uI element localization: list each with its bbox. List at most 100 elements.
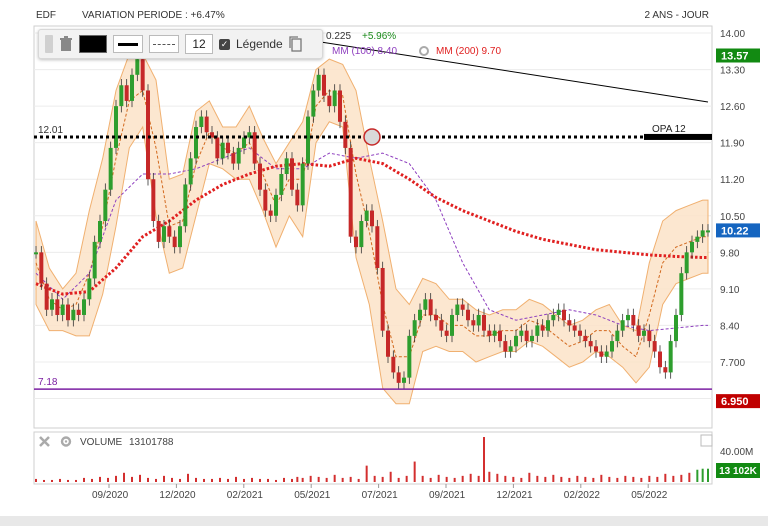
- candle: [578, 330, 582, 336]
- volume-panel: [33, 431, 713, 485]
- y-axis: 14.00 13.30 12.60 11.90 11.20 10.50 9.80 9.10 8.…: [720, 29, 745, 405]
- trendline-segment[interactable]: [262, 32, 709, 103]
- volume-bar: [680, 474, 683, 482]
- legend-label: Légende: [236, 37, 283, 51]
- volume-bar: [171, 477, 173, 482]
- candle: [418, 309, 422, 321]
- volume-bar: [528, 472, 531, 482]
- volume-bar: [469, 473, 472, 482]
- volume-bar: [592, 477, 595, 482]
- candle: [567, 320, 572, 326]
- line-width-input[interactable]: 12: [185, 34, 213, 54]
- horizontal-lines[interactable]: 12.01 7.18 OPA 12: [34, 124, 712, 390]
- volume-bar: [91, 478, 93, 482]
- candle: [695, 236, 700, 242]
- candle: [274, 194, 278, 216]
- volume-bar: [461, 475, 464, 482]
- opa-box: [644, 133, 712, 140]
- candle: [236, 147, 241, 164]
- volume-bar: [632, 476, 635, 482]
- candle: [162, 226, 166, 242]
- x-tick-label: 12/2021: [496, 490, 533, 501]
- candle: [700, 230, 705, 237]
- trendline[interactable]: [262, 32, 709, 103]
- line-value-label: 12.01: [38, 125, 63, 136]
- candle: [460, 304, 465, 310]
- x-tick-label: 02/2022: [564, 490, 601, 501]
- candle: [530, 335, 534, 342]
- drag-handle-icon[interactable]: [45, 35, 53, 53]
- line-style-dashed[interactable]: [149, 35, 179, 53]
- candle: [178, 226, 182, 248]
- y-tick-label: 9.10: [720, 285, 740, 296]
- volume-bar: [283, 477, 285, 482]
- price-candles: [34, 52, 710, 390]
- candle: [103, 189, 108, 221]
- y-tick-label: 8.40: [720, 321, 740, 332]
- volume-bar: [291, 478, 293, 482]
- candle: [370, 210, 374, 227]
- volume-bar: [701, 468, 704, 482]
- volume-bar: [453, 477, 456, 482]
- candle: [412, 320, 417, 336]
- x-axis: 09/2020 12/2020 02/2021 05/2021 07/2021 09/20…: [92, 484, 668, 501]
- gear-icon[interactable]: [60, 436, 72, 447]
- candle: [82, 299, 86, 315]
- volume-bar: [512, 476, 515, 482]
- drawing-toolbar: 12 ✓ Légende: [38, 29, 323, 59]
- candle: [204, 116, 209, 133]
- volume-bar: [640, 477, 643, 482]
- y-tick-label: 7.700: [720, 358, 745, 369]
- solid-line-icon: [118, 42, 138, 46]
- volume-bar: [203, 478, 205, 482]
- candle: [194, 127, 198, 159]
- legend-checkbox[interactable]: ✓: [219, 38, 230, 50]
- line-style-solid[interactable]: [113, 35, 143, 53]
- line-drag-handle[interactable]: [363, 128, 381, 146]
- volume-bar: [373, 475, 376, 482]
- x-tick-label: 02/2021: [227, 490, 264, 501]
- price-badge-label: 10.22: [721, 225, 749, 237]
- color-picker[interactable]: [79, 35, 107, 53]
- candle: [668, 341, 673, 373]
- price-badge: [716, 394, 760, 409]
- gear-icon[interactable]: [419, 46, 429, 56]
- volume-bar: [584, 476, 587, 482]
- volume-bar: [381, 476, 384, 482]
- volume-bar: [107, 477, 109, 482]
- period-label[interactable]: 2 ANS - JOUR: [645, 10, 709, 21]
- candle: [423, 299, 428, 310]
- moving-averages: [35, 147, 708, 332]
- close-icon[interactable]: [39, 436, 50, 447]
- candle: [108, 147, 113, 190]
- y-tick-label: 13.30: [720, 66, 745, 77]
- candle: [482, 314, 486, 331]
- candle: [524, 330, 529, 342]
- candle: [39, 252, 44, 284]
- volume-bar: [123, 472, 125, 482]
- volume-bar: [155, 478, 157, 482]
- candle: [284, 158, 289, 175]
- copy-icon[interactable]: [289, 36, 303, 52]
- volume-bar: [235, 476, 237, 482]
- candle: [34, 252, 38, 255]
- trash-icon[interactable]: [59, 36, 73, 52]
- price-badge-label: 6.950: [721, 396, 749, 408]
- mm100-line: [35, 147, 708, 332]
- candle: [210, 132, 214, 138]
- candle: [124, 85, 129, 101]
- candle: [690, 241, 694, 253]
- line-value-label: 7.18: [38, 377, 58, 388]
- candle: [258, 163, 262, 190]
- candle: [647, 330, 652, 342]
- volume-bar: [520, 477, 523, 482]
- candle: [252, 132, 257, 164]
- candle: [386, 330, 390, 357]
- candle: [92, 241, 97, 279]
- expand-icon[interactable]: [700, 434, 713, 447]
- candle: [55, 299, 60, 315]
- candle: [572, 325, 577, 331]
- x-tick-label: 05/2021: [294, 490, 331, 501]
- volume-bar: [365, 465, 368, 482]
- volume-bar: [267, 478, 269, 482]
